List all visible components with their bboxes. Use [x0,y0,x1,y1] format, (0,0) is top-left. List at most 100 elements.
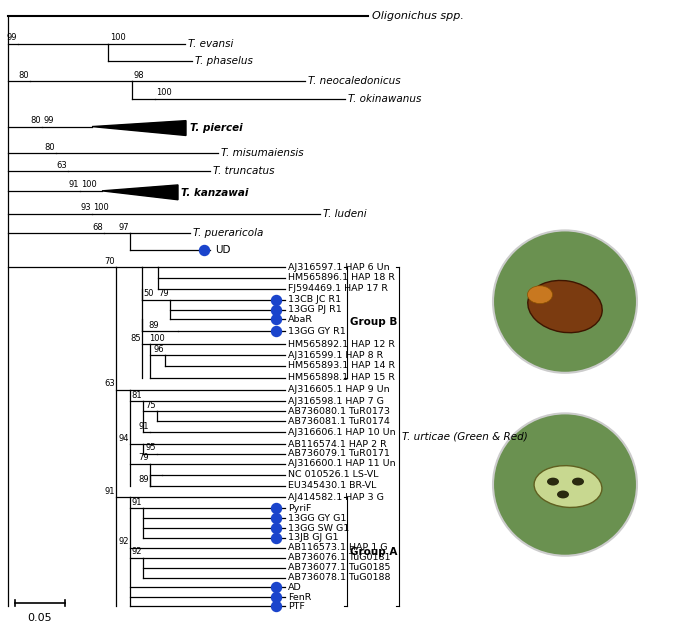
Text: 100: 100 [81,180,97,189]
Text: AbaR: AbaR [288,315,313,324]
Point [271,533,282,543]
Text: 75: 75 [146,401,156,410]
Text: 91: 91 [139,422,149,431]
Text: 79: 79 [138,453,149,462]
Text: 92: 92 [131,547,142,556]
Text: 13GG PJ R1: 13GG PJ R1 [288,305,342,314]
Text: 97: 97 [118,223,129,232]
Text: T. truncatus: T. truncatus [213,166,275,176]
Ellipse shape [572,477,584,485]
Text: 94: 94 [118,434,129,442]
Text: NC 010526.1 LS-VL: NC 010526.1 LS-VL [288,470,379,479]
Ellipse shape [528,286,552,304]
Text: T. kanzawai: T. kanzawai [181,188,248,198]
Text: T. misumaiensis: T. misumaiensis [221,149,304,158]
Point [271,601,282,611]
Circle shape [493,230,637,373]
Text: PTF: PTF [288,602,305,611]
Point [271,326,282,336]
Text: 63: 63 [104,379,115,388]
Point [271,513,282,523]
Point [271,504,282,514]
Text: AJ316606.1 HAP 10 Un: AJ316606.1 HAP 10 Un [288,427,396,437]
Text: 79: 79 [158,289,169,298]
Text: UD: UD [215,245,231,255]
Text: FJ594469.1 HAP 17 R: FJ594469.1 HAP 17 R [288,285,388,293]
Text: 68: 68 [92,223,103,232]
Text: HM565893.1 HAP 14 R: HM565893.1 HAP 14 R [288,361,395,371]
Text: 91: 91 [131,498,142,507]
Text: HM565896.1 HAP 18 R: HM565896.1 HAP 18 R [288,273,395,283]
Text: AJ316600.1 HAP 11 Un: AJ316600.1 HAP 11 Un [288,459,396,468]
Circle shape [493,413,637,556]
Polygon shape [102,185,178,200]
Text: 93: 93 [80,203,91,212]
Text: 0.05: 0.05 [28,613,52,623]
Text: 80: 80 [31,116,41,125]
Text: AJ316605.1 HAP 9 Un: AJ316605.1 HAP 9 Un [288,385,390,394]
Text: HM565898.1 HAP 15 R: HM565898.1 HAP 15 R [288,373,395,383]
Text: 13JB GJ G1: 13JB GJ G1 [288,534,339,542]
Text: AB736077.1 TuG0185: AB736077.1 TuG0185 [288,563,390,572]
Ellipse shape [557,490,569,499]
Text: 85: 85 [131,334,141,343]
Text: 100: 100 [156,89,172,97]
Text: Group A: Group A [350,547,397,557]
Text: EU345430.1 BR-VL: EU345430.1 BR-VL [288,481,376,490]
Text: 80: 80 [44,143,55,152]
Text: 50: 50 [143,289,154,298]
Text: AD: AD [288,583,302,592]
Text: HM565892.1 HAP 12 R: HM565892.1 HAP 12 R [288,339,395,349]
Text: 98: 98 [133,71,143,80]
Text: AB736081.1 TuR0174: AB736081.1 TuR0174 [288,417,390,426]
Text: AJ414582.1 HAP 3 G: AJ414582.1 HAP 3 G [288,493,384,502]
Text: 99: 99 [7,33,17,42]
Text: 89: 89 [138,475,149,484]
Text: 13CB JC R1: 13CB JC R1 [288,295,341,304]
Text: 13GG GY R1: 13GG GY R1 [288,327,345,336]
Ellipse shape [528,280,602,333]
Text: 70: 70 [104,256,115,266]
Text: AJ316598.1 HAP 7 G: AJ316598.1 HAP 7 G [288,397,384,406]
Text: 100: 100 [110,33,126,42]
Point [271,295,282,305]
Text: 13GG GY G1: 13GG GY G1 [288,514,346,523]
Ellipse shape [534,466,602,507]
Text: T. evansi: T. evansi [188,39,233,49]
Text: AB736078.1 TuG0188: AB736078.1 TuG0188 [288,573,390,582]
Text: 99: 99 [43,116,54,125]
Point [271,305,282,314]
Text: 13GG SW G1: 13GG SW G1 [288,524,350,532]
Text: 91: 91 [69,180,79,189]
Text: Group B: Group B [350,318,397,328]
Text: T. neocaledonicus: T. neocaledonicus [308,76,401,86]
Text: Oligonichus spp.: Oligonichus spp. [372,11,464,21]
Text: T. okinawanus: T. okinawanus [348,94,422,104]
Text: 92: 92 [118,537,129,547]
Text: 96: 96 [154,344,164,354]
Polygon shape [92,120,186,135]
Text: AB736076.1 TuG0181: AB736076.1 TuG0181 [288,553,390,562]
Text: AB116574.1 HAP 2 R: AB116574.1 HAP 2 R [288,439,387,449]
Text: 95: 95 [146,444,156,452]
Text: 89: 89 [148,321,158,330]
Text: AB736079.1 TuR0171: AB736079.1 TuR0171 [288,449,390,459]
Text: AB116573.1 HAP 1 G: AB116573.1 HAP 1 G [288,544,388,552]
Point [271,592,282,602]
Text: 100: 100 [93,203,109,212]
Text: 100: 100 [149,334,165,343]
Point [199,245,209,255]
Ellipse shape [547,477,559,485]
Text: 63: 63 [56,160,67,170]
Text: 91: 91 [105,487,115,496]
Text: AJ316597.1 HAP 6 Un: AJ316597.1 HAP 6 Un [288,263,390,271]
Text: 80: 80 [18,71,29,80]
Point [271,582,282,592]
Text: FenR: FenR [288,593,311,602]
Text: 81: 81 [131,391,142,400]
Text: T. pueraricola: T. pueraricola [193,228,263,238]
Point [271,314,282,324]
Text: PyriF: PyriF [288,504,311,513]
Text: T. urticae (Green & Red): T. urticae (Green & Red) [402,432,528,442]
Text: AB736080.1 TuR0173: AB736080.1 TuR0173 [288,407,390,416]
